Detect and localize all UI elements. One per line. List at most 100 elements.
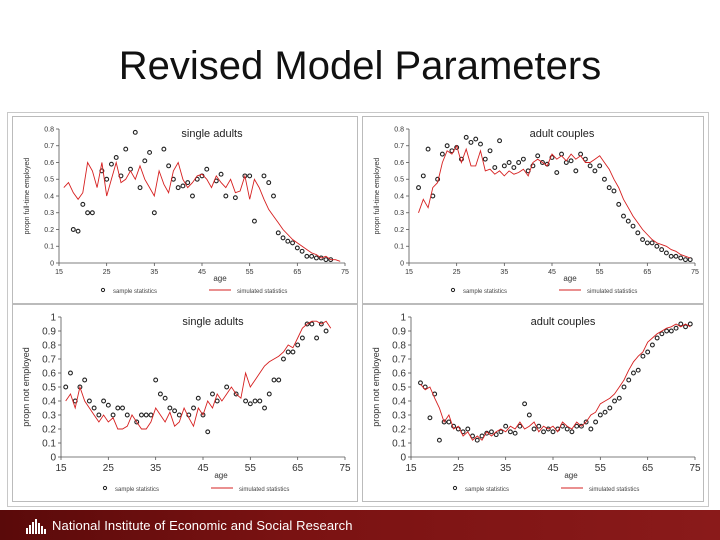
sample-point xyxy=(611,188,617,194)
sample-point xyxy=(157,391,163,397)
legend-label-simulated: simulated statistics xyxy=(237,289,287,295)
x-tick-label: 65 xyxy=(642,463,654,474)
sample-point xyxy=(492,165,498,170)
y-tick-label: 0.4 xyxy=(394,193,404,200)
sample-point xyxy=(664,328,670,334)
sample-point xyxy=(86,398,92,404)
sample-point xyxy=(654,243,660,249)
sample-point xyxy=(261,173,267,179)
sample-point xyxy=(498,429,504,435)
sample-point xyxy=(191,405,196,411)
y-tick-label: 0.8 xyxy=(394,126,404,133)
sample-point xyxy=(115,405,121,411)
sample-point xyxy=(654,335,660,341)
sample-point xyxy=(304,253,310,259)
sample-point xyxy=(616,201,622,207)
sample-point xyxy=(153,377,159,383)
sample-point xyxy=(444,143,450,149)
y-axis-label: propn not employed xyxy=(371,347,381,427)
sample-point xyxy=(673,253,679,259)
sample-point xyxy=(554,170,560,175)
y-tick-label: 0.5 xyxy=(42,383,56,394)
sample-point xyxy=(482,156,488,162)
chart-title: single adults xyxy=(181,128,243,140)
sample-point xyxy=(493,432,499,438)
sample-point xyxy=(687,257,693,263)
y-tick-label: 0.6 xyxy=(394,160,404,167)
legend-marker-sample xyxy=(450,287,456,293)
sample-point xyxy=(478,141,483,147)
y-tick-label: 0.8 xyxy=(44,126,54,133)
sample-point xyxy=(644,240,650,246)
sample-point xyxy=(574,423,580,429)
y-tick-label: 0.7 xyxy=(44,143,54,150)
sample-point xyxy=(635,230,641,236)
sample-point xyxy=(148,412,154,418)
x-tick-label: 75 xyxy=(691,269,699,276)
legend-marker-sample xyxy=(102,485,108,491)
sample-point xyxy=(427,415,433,421)
sample-point xyxy=(668,328,674,334)
sample-point xyxy=(625,218,631,224)
sample-point xyxy=(294,245,300,251)
sample-point xyxy=(276,377,282,383)
sample-point xyxy=(167,405,173,411)
y-tick-label: 0.8 xyxy=(392,341,406,352)
sample-point xyxy=(162,395,168,401)
y-tick-label: 0.7 xyxy=(42,355,56,366)
sample-point xyxy=(280,235,286,241)
x-tick-label: 25 xyxy=(103,269,111,276)
sample-point xyxy=(569,429,575,435)
x-tick-label: 15 xyxy=(55,269,63,276)
x-tick-label: 25 xyxy=(453,463,465,474)
sample-point xyxy=(147,149,153,155)
y-tick-label: 0 xyxy=(400,260,404,267)
sample-point xyxy=(89,210,95,216)
y-tick-label: 0.3 xyxy=(42,411,56,422)
legend-label-simulated: simulated statistics xyxy=(239,487,289,493)
sample-point xyxy=(601,176,607,182)
sample-point xyxy=(683,324,688,330)
sample-point xyxy=(309,321,315,327)
sample-point xyxy=(285,349,291,355)
sample-point xyxy=(124,412,130,418)
chart-adult-couples-fulltime: 0 0.1 0.2 0.3 0.4 0.5 0.6 0.7 0.8 15 25 35 45 55 65 75 a… xyxy=(362,116,704,304)
sample-point xyxy=(247,173,253,179)
sample-point xyxy=(110,412,116,418)
sample-point xyxy=(607,405,613,411)
sample-point xyxy=(545,426,551,432)
sample-point xyxy=(474,437,480,443)
sample-point xyxy=(668,253,674,259)
x-tick-label: 25 xyxy=(453,269,461,276)
legend-label-simulated: simulated statistics xyxy=(587,289,637,295)
x-axis-label: age xyxy=(564,471,578,480)
sample-point xyxy=(465,426,471,432)
x-tick-label: 55 xyxy=(245,463,257,474)
sample-point xyxy=(549,155,555,160)
sample-point xyxy=(630,223,636,229)
y-tick-label: 0.9 xyxy=(42,327,56,338)
sample-point xyxy=(541,429,546,435)
sample-point xyxy=(243,398,249,404)
sample-point xyxy=(535,153,541,159)
x-tick-label: 55 xyxy=(246,269,254,276)
y-tick-label: 0.9 xyxy=(392,327,406,338)
sample-point xyxy=(80,201,86,207)
y-tick-label: 0 xyxy=(50,260,54,267)
sample-point xyxy=(257,398,263,404)
sample-point xyxy=(105,402,111,408)
sample-point xyxy=(501,163,507,169)
sample-point xyxy=(223,193,229,199)
sample-point xyxy=(190,193,195,199)
sample-point xyxy=(85,210,91,216)
x-tick-label: 45 xyxy=(547,463,559,474)
y-tick-label: 0.4 xyxy=(42,397,56,408)
sample-point xyxy=(649,240,655,246)
x-tick-label: 45 xyxy=(197,463,209,474)
sample-point xyxy=(578,423,584,429)
sample-point xyxy=(573,168,579,174)
sample-point xyxy=(420,173,426,179)
sample-point xyxy=(132,129,138,135)
sample-point xyxy=(517,423,523,429)
sample-point xyxy=(489,429,494,435)
